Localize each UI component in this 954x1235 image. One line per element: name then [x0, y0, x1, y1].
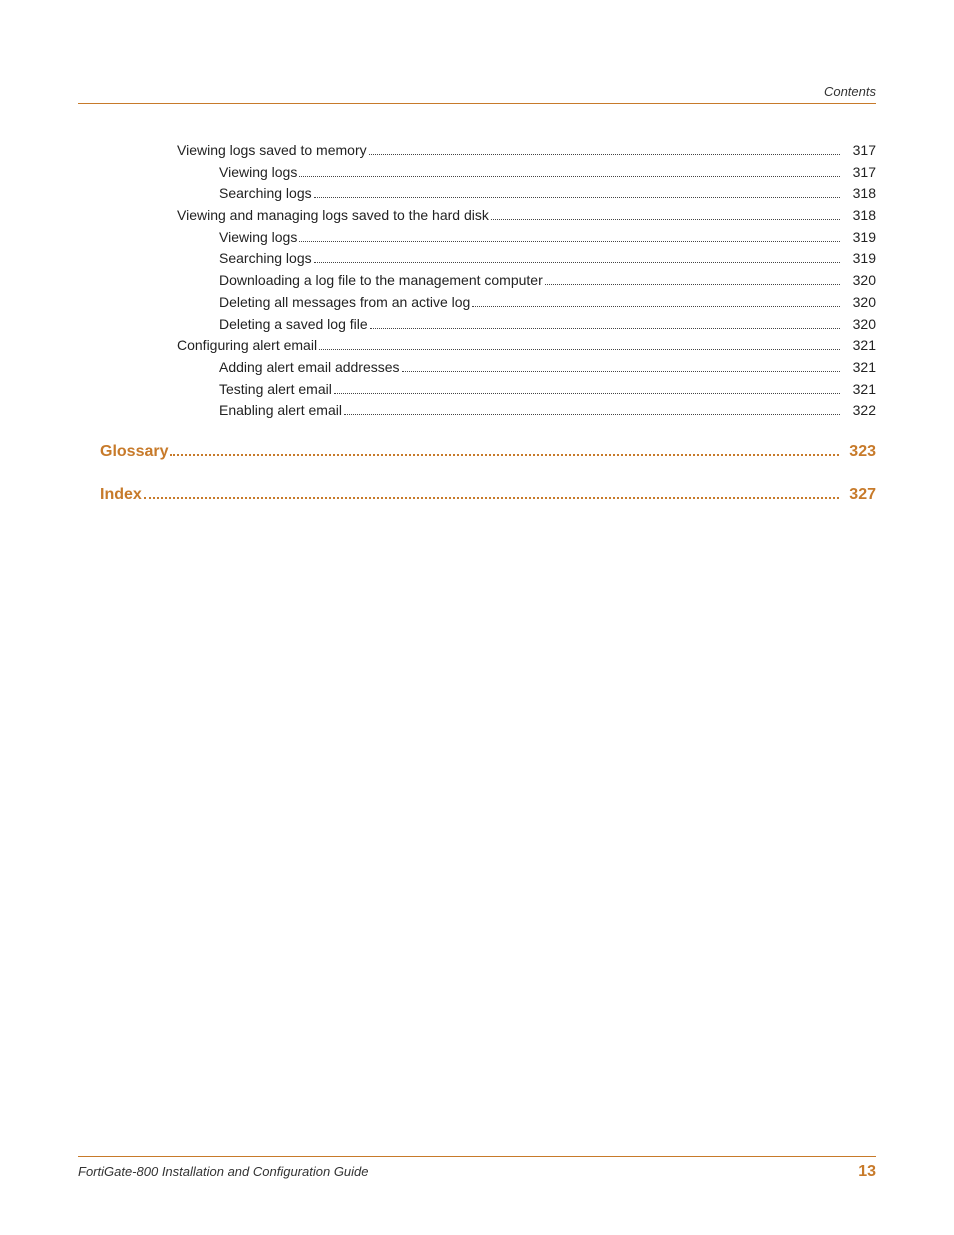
- toc-leader: [299, 241, 840, 242]
- toc-leader: [344, 414, 840, 415]
- toc-entry[interactable]: Testing alert email 321: [219, 379, 876, 401]
- toc-entry[interactable]: Viewing logs 317: [219, 162, 876, 184]
- header-rule: [78, 103, 876, 104]
- toc-entry[interactable]: Viewing logs 319: [219, 227, 876, 249]
- toc-entry[interactable]: Downloading a log file to the management…: [219, 270, 876, 292]
- toc-page-number: 322: [844, 400, 876, 422]
- toc-label: Configuring alert email: [177, 335, 317, 357]
- toc-page-number: 317: [844, 162, 876, 184]
- toc-label: Downloading a log file to the management…: [219, 270, 543, 292]
- toc-label: Viewing logs saved to memory: [177, 140, 367, 162]
- toc-leader: [369, 154, 840, 155]
- footer-page-number: 13: [858, 1163, 876, 1181]
- toc-page-number: 319: [844, 248, 876, 270]
- toc-leader: [319, 349, 840, 350]
- toc-page-number: 318: [844, 183, 876, 205]
- toc-heading-index[interactable]: Index 327: [100, 483, 876, 508]
- footer-line: FortiGate-800 Installation and Configura…: [78, 1163, 876, 1181]
- toc-leader: [314, 262, 840, 263]
- toc-label: Searching logs: [219, 248, 312, 270]
- toc-heading-page: 323: [843, 440, 876, 465]
- toc-heading-page: 327: [843, 483, 876, 508]
- toc-leader: [370, 328, 840, 329]
- toc-label: Viewing logs: [219, 162, 297, 184]
- toc-entry[interactable]: Deleting a saved log file 320: [219, 314, 876, 336]
- toc-heading-label: Index: [100, 483, 142, 508]
- toc-entry[interactable]: Enabling alert email 322: [219, 400, 876, 422]
- toc-leader: [314, 197, 840, 198]
- toc-leader: [491, 219, 840, 220]
- footer-rule: [78, 1156, 876, 1157]
- toc-entry[interactable]: Configuring alert email 321: [177, 335, 876, 357]
- toc-label: Deleting a saved log file: [219, 314, 368, 336]
- toc-page-number: 320: [844, 314, 876, 336]
- toc-leader: [170, 454, 839, 456]
- toc-label: Testing alert email: [219, 379, 332, 401]
- toc-page-number: 321: [844, 357, 876, 379]
- page-container: Contents Viewing logs saved to memory 31…: [0, 0, 954, 1235]
- toc-page-number: 321: [844, 335, 876, 357]
- toc-page-number: 318: [844, 205, 876, 227]
- toc-entry[interactable]: Adding alert email addresses 321: [219, 357, 876, 379]
- toc-entry[interactable]: Viewing logs saved to memory 317: [177, 140, 876, 162]
- toc-page-number: 320: [844, 292, 876, 314]
- toc-label: Adding alert email addresses: [219, 357, 400, 379]
- toc-leader: [545, 284, 840, 285]
- toc-entry[interactable]: Deleting all messages from an active log…: [219, 292, 876, 314]
- toc-page-number: 321: [844, 379, 876, 401]
- table-of-contents: Viewing logs saved to memory 317 Viewing…: [78, 140, 876, 508]
- toc-page-number: 317: [844, 140, 876, 162]
- toc-label: Deleting all messages from an active log: [219, 292, 470, 314]
- toc-leader: [402, 371, 840, 372]
- toc-label: Viewing and managing logs saved to the h…: [177, 205, 489, 227]
- footer-doc-title: FortiGate-800 Installation and Configura…: [78, 1164, 369, 1179]
- header-section-label: Contents: [78, 84, 876, 99]
- toc-label: Viewing logs: [219, 227, 297, 249]
- toc-page-number: 320: [844, 270, 876, 292]
- toc-entry[interactable]: Searching logs 319: [219, 248, 876, 270]
- toc-leader: [144, 497, 840, 499]
- toc-leader: [334, 393, 840, 394]
- page-footer: FortiGate-800 Installation and Configura…: [78, 1156, 876, 1181]
- toc-entry[interactable]: Viewing and managing logs saved to the h…: [177, 205, 876, 227]
- toc-entry[interactable]: Searching logs 318: [219, 183, 876, 205]
- toc-label: Searching logs: [219, 183, 312, 205]
- toc-leader: [472, 306, 840, 307]
- toc-leader: [299, 176, 840, 177]
- toc-page-number: 319: [844, 227, 876, 249]
- toc-heading-glossary[interactable]: Glossary 323: [100, 440, 876, 465]
- toc-heading-label: Glossary: [100, 440, 168, 465]
- toc-label: Enabling alert email: [219, 400, 342, 422]
